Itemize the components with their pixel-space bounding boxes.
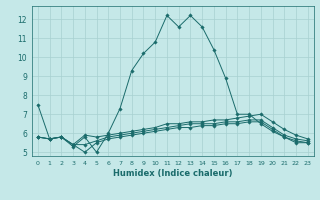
X-axis label: Humidex (Indice chaleur): Humidex (Indice chaleur)	[113, 169, 233, 178]
